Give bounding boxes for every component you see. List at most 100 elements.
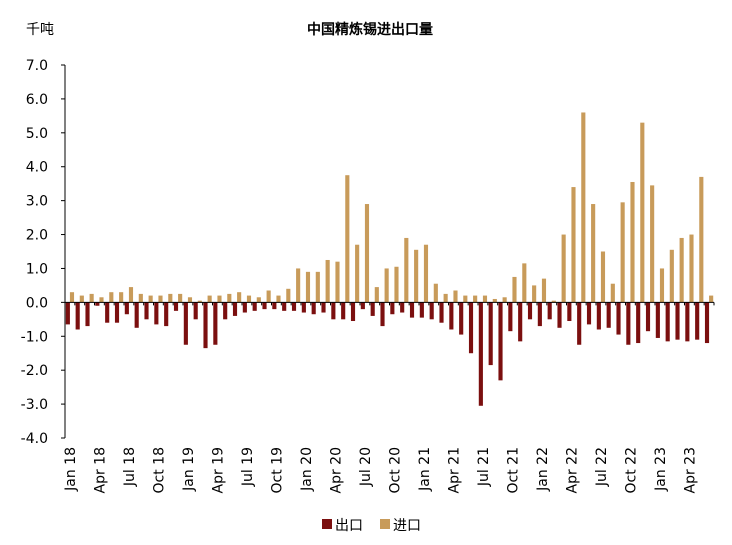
export-bar — [488, 302, 493, 366]
import-bar — [237, 292, 242, 303]
import-bar — [266, 290, 271, 303]
import-bar — [473, 295, 478, 303]
export-bar — [164, 302, 169, 327]
import-bar — [207, 295, 212, 303]
x-tick-label: Jan 21 — [417, 447, 433, 492]
x-tick-label: Jul 19 — [240, 447, 256, 487]
export-bar — [105, 302, 110, 323]
import-bar — [305, 271, 311, 303]
export-bar — [311, 302, 316, 315]
x-tick-label: Oct 18 — [151, 447, 167, 493]
export-bar — [429, 302, 434, 320]
import-bar — [581, 112, 586, 303]
export-bar — [655, 302, 660, 338]
export-bar — [468, 302, 474, 354]
export-bar — [400, 302, 405, 313]
export-bar — [114, 302, 120, 323]
import-bar — [394, 266, 399, 303]
x-tick-label: Jan 19 — [181, 447, 197, 492]
y-tick-label: 3.0 — [26, 194, 48, 210]
export-bar — [675, 302, 680, 340]
x-tick-label: Apr 23 — [682, 447, 698, 493]
import-bar — [256, 297, 261, 303]
import-bar — [109, 292, 114, 303]
import-bar — [99, 297, 104, 303]
legend: 出口 进口 — [322, 518, 421, 534]
import-bar — [659, 268, 665, 303]
x-tick-label: Oct 19 — [269, 447, 285, 493]
export-bar — [606, 302, 611, 328]
import-bar — [345, 175, 350, 303]
x-tick-label: Jan 23 — [653, 447, 669, 492]
x-tick-label: Apr 19 — [210, 447, 226, 493]
import-bar — [158, 295, 163, 303]
import-bar — [286, 288, 291, 303]
import-bar — [433, 283, 438, 303]
y-tick-label: -1.0 — [21, 329, 48, 345]
export-bar — [154, 302, 159, 325]
import-bar — [138, 293, 143, 303]
x-tick-label: Apr 18 — [92, 447, 108, 493]
y-tick-label: 7.0 — [26, 58, 48, 74]
import-bar — [610, 283, 615, 303]
legend-swatch-import — [380, 519, 390, 529]
export-bar — [95, 302, 100, 306]
import-bar — [482, 295, 488, 303]
export-bar — [173, 302, 179, 311]
export-bar — [626, 302, 631, 345]
legend-label-import: 进口 — [393, 518, 421, 534]
import-bar — [217, 295, 222, 303]
export-bar — [449, 302, 454, 330]
export-bar — [577, 302, 582, 345]
y-tick-label: 5.0 — [26, 126, 48, 142]
import-bar — [335, 261, 340, 303]
export-bar — [596, 302, 601, 330]
export-bar — [223, 302, 228, 320]
import-bar — [453, 290, 458, 303]
y-tick-label: -2.0 — [21, 363, 48, 379]
x-tick-label: Apr 21 — [446, 447, 462, 493]
import-bar — [591, 204, 596, 303]
y-axis: 7.0 6.0 5.0 4.0 3.0 2.0 1.0 0.0 -1.0 -2.0 -3.0 -4.0 — [21, 58, 66, 447]
export-bar — [478, 302, 483, 406]
export-bar — [390, 302, 395, 315]
import-bar — [600, 251, 606, 303]
export-bar — [75, 302, 80, 330]
export-bar — [272, 302, 277, 310]
y-tick-label: 2.0 — [26, 228, 48, 244]
import-bar — [699, 176, 704, 303]
y-tick-label: 0.0 — [26, 295, 48, 311]
y-tick-label: 4.0 — [26, 160, 48, 176]
import-bar — [640, 122, 645, 303]
export-bar — [685, 302, 690, 342]
import-bar — [197, 300, 202, 303]
export-bar — [665, 302, 670, 342]
export-bar — [459, 302, 464, 335]
x-tick-label: Jul 22 — [594, 447, 610, 487]
export-series — [65, 302, 710, 406]
export-bar — [527, 302, 533, 320]
import-bar — [374, 287, 379, 303]
export-bar — [567, 302, 572, 322]
import-bar — [532, 285, 537, 303]
x-tick-label: Apr 20 — [328, 447, 344, 493]
x-tick-label: Jan 22 — [535, 447, 551, 492]
export-bar — [409, 302, 415, 318]
export-bar — [213, 302, 218, 345]
import-bar — [492, 298, 497, 303]
import-bar — [561, 234, 566, 303]
import-bar — [541, 278, 547, 303]
import-bar — [168, 293, 173, 303]
chart-title: 中国精炼锡进出口量 — [307, 21, 433, 38]
export-bar — [144, 302, 149, 320]
x-tick-label: Jul 21 — [476, 447, 492, 487]
import-bar — [178, 293, 183, 303]
export-bar — [370, 302, 375, 316]
y-axis-unit-label: 千吨 — [26, 22, 54, 38]
import-bar — [355, 244, 360, 303]
y-tick-label: 6.0 — [26, 92, 48, 108]
export-bar — [301, 302, 306, 313]
export-bar — [419, 302, 424, 318]
export-bar — [547, 302, 552, 320]
